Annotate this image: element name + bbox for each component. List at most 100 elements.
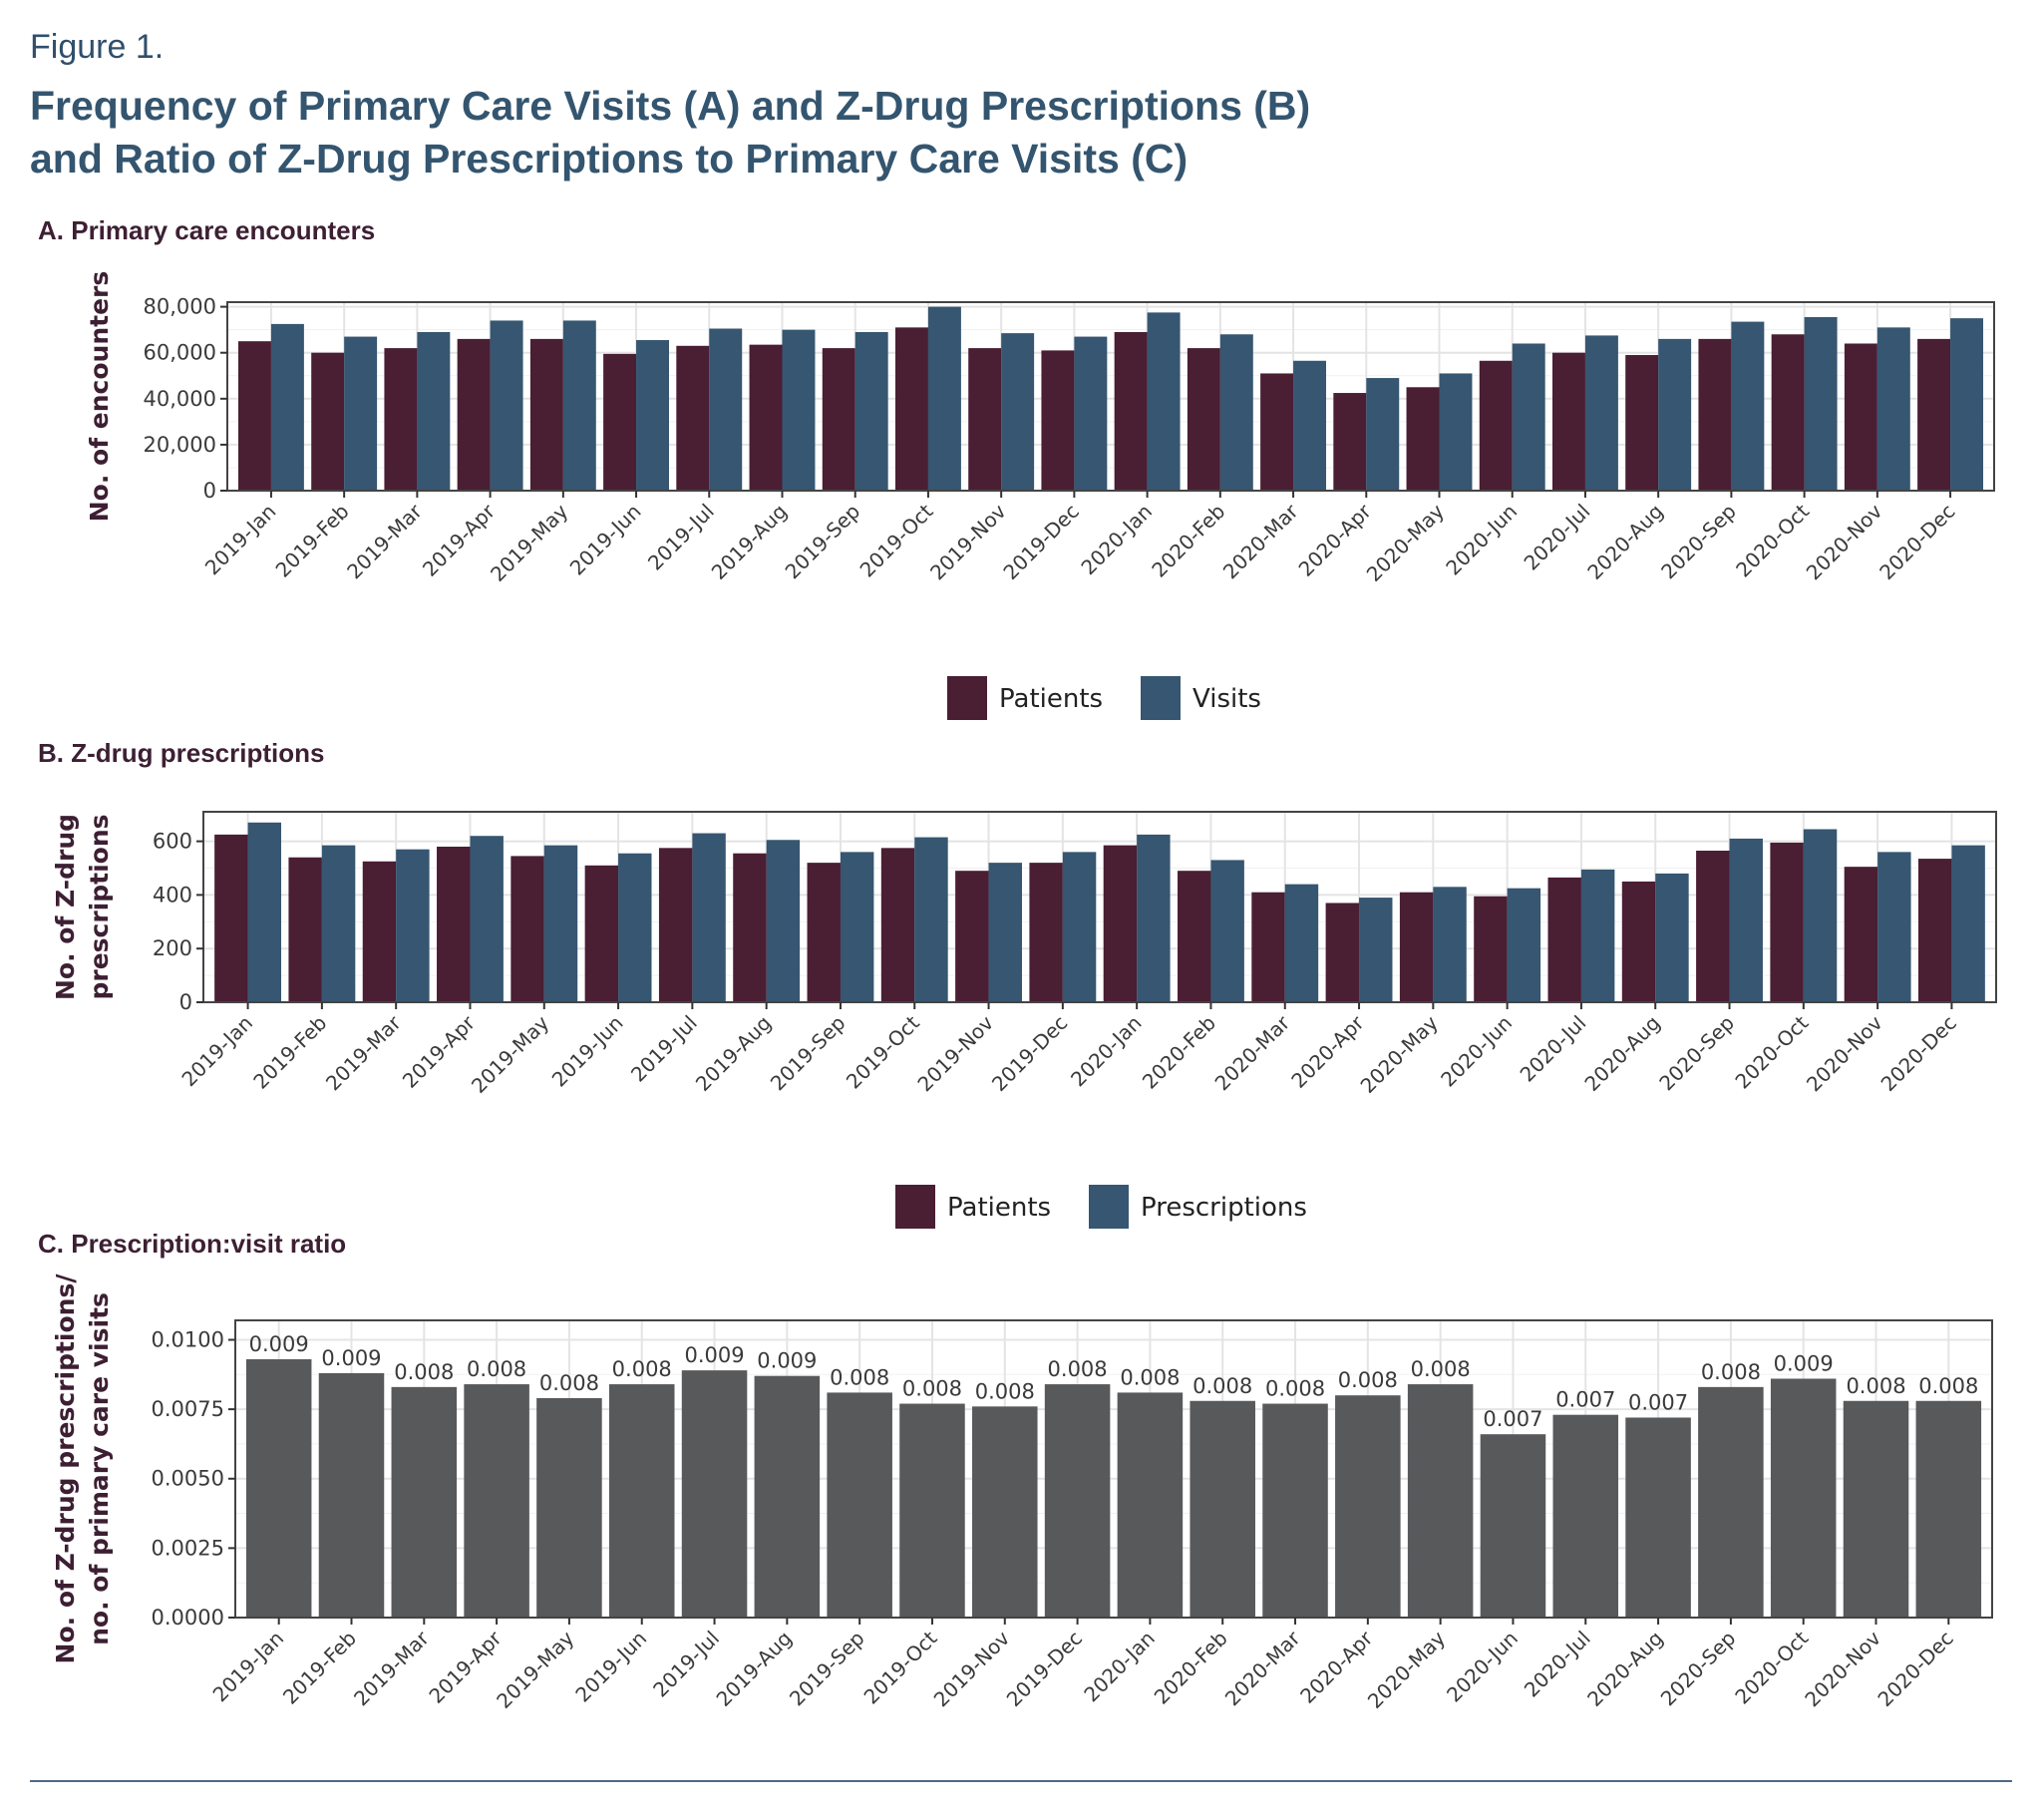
x-tick-label: 2019-Jun — [565, 500, 646, 580]
data-label: 0.009 — [1774, 1351, 1834, 1375]
bar-prescriptions — [1877, 852, 1911, 1002]
bar-ratio — [972, 1406, 1038, 1618]
bottom-rule — [30, 1780, 2012, 1782]
legend-a: Patients Visits — [947, 676, 1261, 720]
bar-patients — [1621, 881, 1656, 1002]
bar-ratio — [245, 1358, 312, 1618]
bar-ratio — [318, 1372, 385, 1618]
x-tick-label: 2019-Feb — [271, 500, 354, 582]
bar-patients — [1333, 393, 1367, 491]
bar-visits — [1804, 316, 1838, 491]
bar-ratio — [1407, 1384, 1474, 1618]
x-tick-label: 2019-Dec — [998, 500, 1083, 584]
bar-patients — [880, 848, 915, 1002]
x-tick-label: 2020-Dec — [1876, 1011, 1961, 1096]
bar-visits — [1584, 335, 1618, 491]
plot-border — [202, 811, 1997, 1003]
y-axis-title-line-1: No. of Z-drug — [51, 814, 80, 1000]
y-tick-label: 600 — [153, 830, 192, 854]
x-tick-label: 2019-Jul — [643, 500, 719, 575]
x-tick-label: 2020-Nov — [1802, 1010, 1887, 1096]
bar-prescriptions — [247, 822, 282, 1002]
y-tick-label: 0.0075 — [152, 1397, 224, 1421]
x-tick-label: 2019-May — [492, 1626, 578, 1712]
bar-ratio — [1044, 1384, 1111, 1618]
x-tick-label: 2019-Jul — [648, 1627, 724, 1702]
x-tick-label: 2020-Aug — [1582, 500, 1667, 584]
y-tick-label: 0.0000 — [152, 1606, 224, 1630]
x-tick-label: 2019-Sep — [781, 500, 865, 584]
x-tick-label: 2020-Jan — [1066, 1011, 1147, 1092]
x-tick-label: 2019-Mar — [349, 1626, 434, 1710]
x-tick-label: 2019-Mar — [342, 499, 427, 583]
bar-prescriptions — [1284, 884, 1319, 1002]
bar-patients — [1547, 877, 1581, 1002]
x-tick-label: 2020-Jan — [1076, 500, 1157, 580]
bar-visits — [1074, 336, 1108, 491]
data-label: 0.008 — [1338, 1368, 1398, 1392]
bar-ratio — [1262, 1403, 1328, 1618]
bar-patients — [955, 871, 989, 1002]
bar-ratio — [1915, 1400, 1982, 1618]
x-tick-label: 2020-Jun — [1442, 1627, 1523, 1707]
x-tick-label: 2019-Dec — [1002, 1627, 1087, 1711]
bar-patients — [510, 856, 544, 1002]
x-tick-label: 2020-Nov — [1800, 1626, 1885, 1711]
x-tick-label: 2020-Mar — [1220, 1626, 1305, 1710]
data-label: 0.008 — [612, 1357, 672, 1381]
data-label: 0.007 — [1628, 1390, 1688, 1414]
bar-visits — [854, 331, 888, 491]
x-tick-label: 2020-Feb — [1150, 1627, 1232, 1709]
bar-visits — [1147, 312, 1181, 491]
bar-patients — [1917, 859, 1952, 1002]
bar-ratio — [536, 1397, 602, 1618]
bar-ratio — [608, 1384, 675, 1618]
x-tick-label: 2019-Oct — [842, 1010, 924, 1093]
bar-patients — [214, 834, 248, 1002]
data-label: 0.008 — [1701, 1360, 1761, 1384]
x-tick-label: 2020-Sep — [1654, 1011, 1739, 1096]
x-tick-label: 2019-Jul — [626, 1011, 702, 1087]
bar-patients — [658, 848, 693, 1002]
panel-a-title: A. Primary care encounters — [38, 215, 376, 245]
x-tick-label: 2020-May — [1362, 499, 1449, 585]
x-tick-label: 2019-Sep — [766, 1011, 851, 1096]
bar-patients — [733, 853, 767, 1002]
x-tick-label: 2020-Mar — [1218, 499, 1303, 583]
bar-patients — [1844, 867, 1878, 1002]
y-tick-label: 0.0050 — [152, 1467, 224, 1491]
bar-patients — [1479, 360, 1513, 491]
x-tick-label: 2019-Aug — [707, 500, 792, 584]
bar-prescriptions — [692, 833, 726, 1002]
bar-visits — [1950, 318, 1984, 491]
legend-swatch-prescriptions — [1089, 1185, 1129, 1229]
bar-visits — [1658, 338, 1692, 491]
bar-prescriptions — [1729, 838, 1763, 1002]
bar-patients — [311, 352, 345, 491]
bar-prescriptions — [1359, 898, 1393, 1002]
x-tick-label: 2020-Oct — [1730, 1010, 1813, 1093]
bar-prescriptions — [914, 837, 948, 1002]
plot-border — [226, 301, 1995, 492]
x-tick-label: 2020-Jul — [1520, 1627, 1595, 1702]
bar-patients — [529, 338, 563, 491]
x-tick-label: 2020-May — [1356, 1010, 1443, 1097]
bar-patients — [1844, 343, 1877, 491]
bar-patients — [1552, 352, 1585, 491]
data-label: 0.009 — [757, 1349, 817, 1373]
bar-visits — [490, 320, 523, 491]
chart-panel-a: 0 20,000 40,000 60,000 80,000 2019-Jan2019-Fe… — [85, 271, 1995, 586]
bar-prescriptions — [1580, 869, 1615, 1002]
bar-visits — [1219, 334, 1253, 491]
x-tick-label: 2019-Feb — [278, 1627, 361, 1709]
bar-patients — [457, 338, 491, 491]
bar-prescriptions — [396, 849, 430, 1002]
y-tick-label: 400 — [153, 883, 192, 907]
y-tick-label: 60,000 — [144, 341, 216, 365]
bar-patients — [1325, 903, 1360, 1002]
legend-label-patients: Patients — [947, 1193, 1051, 1223]
bar-ratio — [391, 1386, 458, 1618]
bar-prescriptions — [1433, 887, 1467, 1002]
